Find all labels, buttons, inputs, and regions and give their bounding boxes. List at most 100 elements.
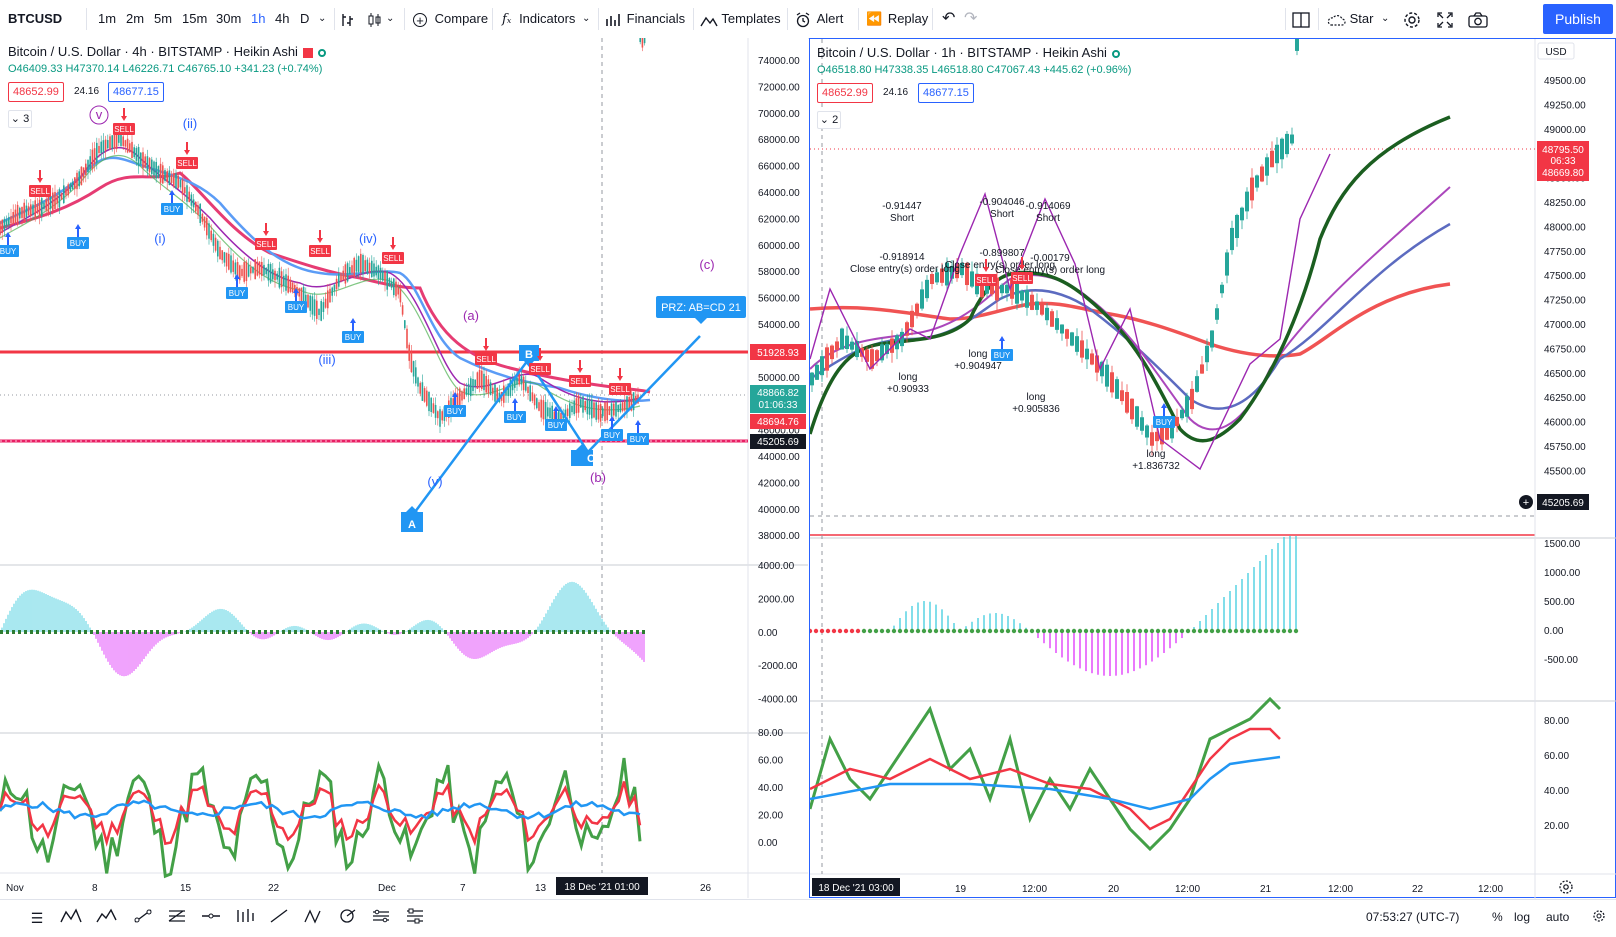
chevron-down-icon[interactable]: ⌄ (582, 13, 591, 24)
price-axis-tick: 45750.00 (1544, 442, 1586, 453)
chevron-down-icon[interactable]: ⌄ (1381, 13, 1390, 24)
right-chart-pane[interactable]: -0.91447 Short -0.904046 Short -0.914069… (809, 38, 1616, 899)
symbol-search[interactable]: BTCUSD (8, 11, 63, 26)
interval-4h[interactable]: 4h (275, 11, 290, 26)
prz-label[interactable]: PRZ: AB=CD 21 (656, 296, 746, 324)
financials-button[interactable]: Financials (605, 0, 685, 38)
zigzag-line (810, 153, 1331, 471)
left-chart-pane[interactable]: A B C PRZ: AB=CD 21 v (ii) (i) (iv) (iii… (0, 38, 808, 898)
layout-icon[interactable] (1292, 0, 1310, 38)
gear-icon[interactable] (1559, 880, 1573, 894)
pattern-icon[interactable] (300, 908, 326, 928)
interval-1m[interactable]: 1m (98, 11, 117, 26)
svg-text:USD: USD (1545, 47, 1566, 58)
svg-text:51928.93: 51928.93 (757, 348, 799, 359)
symbol-legend-title[interactable]: Bitcoin / U.S. Dollar · 4h · BITSTAMP · … (8, 44, 326, 59)
svg-text:BUY: BUY (229, 289, 246, 298)
alert-button[interactable]: Alert (795, 0, 843, 38)
redo-icon[interactable]: ↷ (964, 10, 978, 27)
chevron-down-icon[interactable]: ⌄ (386, 13, 395, 24)
sliders-icon[interactable] (368, 908, 394, 928)
compare-button[interactable]: + Compare (413, 0, 488, 38)
chevron-down-icon[interactable]: ⌄ (318, 13, 327, 24)
gear-icon[interactable] (1403, 0, 1421, 38)
signal-markers-right: BUY BUY SELL SELL (975, 257, 1175, 428)
horizontal-line-icon[interactable] (198, 908, 224, 928)
buy-signal: BUY (1153, 403, 1175, 428)
interval-2m[interactable]: 2m (126, 11, 145, 26)
rsi-axis-tick: 40.00 (758, 783, 783, 794)
log-scale-button[interactable]: log (1514, 910, 1531, 924)
templates-button[interactable]: Templates (700, 0, 781, 38)
settings-icon[interactable] (1586, 908, 1612, 928)
indicators-collapse-button[interactable]: ⌄ 3 (8, 110, 32, 128)
svg-text:BUY: BUY (630, 435, 647, 444)
buy-signal: BUY (67, 224, 89, 249)
fib-icon[interactable] (164, 908, 190, 928)
alarm-clock-icon (796, 12, 810, 27)
svg-text:BUY: BUY (164, 205, 181, 214)
price-axis-tick: 48000.00 (1544, 222, 1586, 233)
indicators-button[interactable]: 𝑓ₓ Indicators (502, 0, 575, 38)
bar-style-icon[interactable] (340, 0, 356, 38)
interval-5m[interactable]: 5m (154, 11, 173, 26)
target-icon[interactable] (334, 908, 360, 928)
time-cursor-label-left: 18 Dec '21 01:00 (556, 877, 648, 895)
publish-button[interactable]: Publish (1543, 4, 1613, 34)
interval-1h[interactable]: 1h (251, 11, 266, 26)
svg-text:22: 22 (1412, 884, 1424, 895)
svg-text:BUY: BUY (70, 239, 87, 248)
clock-time[interactable]: 07:53:27 (UTC-7) (1366, 910, 1460, 924)
percent-scale-button[interactable]: % (1492, 910, 1503, 924)
star-layout-button[interactable]: Star (1326, 0, 1373, 38)
osc-axis-tick: 0.00 (758, 628, 778, 639)
sell-signal: SELL (29, 170, 51, 197)
price-axis-tick: 54000.00 (758, 320, 800, 331)
svg-text:15: 15 (180, 883, 192, 894)
spread-value-right: 24.16 (879, 84, 913, 102)
camera-icon[interactable] (1468, 0, 1488, 38)
interval-30m[interactable]: 30m (216, 11, 242, 26)
top-toolbar: BTCUSD 1m 2m 5m 15m 30m 1h 4h D ⌄ ⌄ + Co… (0, 0, 1616, 39)
buy-price-button[interactable]: 48677.15 (108, 82, 164, 102)
elliott-wave-icon[interactable] (58, 908, 84, 928)
indicators-collapse-button-right[interactable]: ⌄ 2 (817, 111, 841, 129)
rsi-lines-left (0, 757, 642, 879)
sell-price-button-right[interactable]: 48652.99 (817, 83, 873, 103)
sell-price-button[interactable]: 48652.99 (8, 82, 64, 102)
svg-text:Close entry(s) order long: Close entry(s) order long (945, 260, 1055, 271)
buy-price-button-right[interactable]: 48677.15 (918, 83, 974, 103)
symbol-legend-title-right[interactable]: Bitcoin / U.S. Dollar · 1h · BITSTAMP · … (817, 45, 1120, 60)
candles-left (0, 38, 646, 434)
price-axis-tick: 62000.00 (758, 214, 800, 225)
right-chart-canvas[interactable]: -0.91447 Short -0.904046 Short -0.914069… (810, 39, 1616, 899)
osc-axis-tick: 500.00 (1544, 597, 1575, 608)
function-icon: 𝑓ₓ (502, 12, 512, 27)
rsi-axis-left: 80.00 60.00 40.00 20.00 0.00 (758, 728, 783, 849)
replay-button[interactable]: ⏪ Replay (866, 0, 928, 38)
indicators-label: Indicators (519, 11, 576, 26)
buy-signal: BUY (444, 392, 466, 417)
auto-scale-button[interactable]: auto (1546, 910, 1570, 924)
time-axis-left: Nov 8 15 22 Dec 7 13 26 (6, 883, 712, 894)
interval-15m[interactable]: 15m (182, 11, 208, 26)
undo-icon[interactable]: ↶ (942, 10, 956, 27)
svg-text:-0.00179: -0.00179 (1030, 253, 1070, 264)
svg-text:12:00: 12:00 (1175, 884, 1200, 895)
fullscreen-icon[interactable] (1437, 0, 1453, 38)
interval-d[interactable]: D (300, 11, 310, 26)
bars-pattern-icon[interactable] (232, 908, 258, 928)
candle-style-icon[interactable] (366, 0, 384, 38)
elliott-impulse-icon[interactable] (94, 908, 120, 928)
price-axis-tick: 46500.00 (1544, 369, 1586, 380)
sell-signal: SELL (176, 142, 198, 169)
svg-text:SELL: SELL (383, 254, 403, 263)
ray-icon[interactable] (266, 908, 292, 928)
settings-list-icon[interactable] (402, 908, 428, 928)
sell-signal: SELL (569, 360, 591, 387)
trend-line-icon[interactable] (130, 908, 156, 928)
left-chart-canvas[interactable]: A B C PRZ: AB=CD 21 v (ii) (i) (iv) (iii… (0, 38, 808, 898)
templates-label: Templates (721, 11, 781, 26)
buy-signal: BUY (504, 398, 526, 423)
menu-lines-icon[interactable]: ☰ (30, 910, 44, 926)
